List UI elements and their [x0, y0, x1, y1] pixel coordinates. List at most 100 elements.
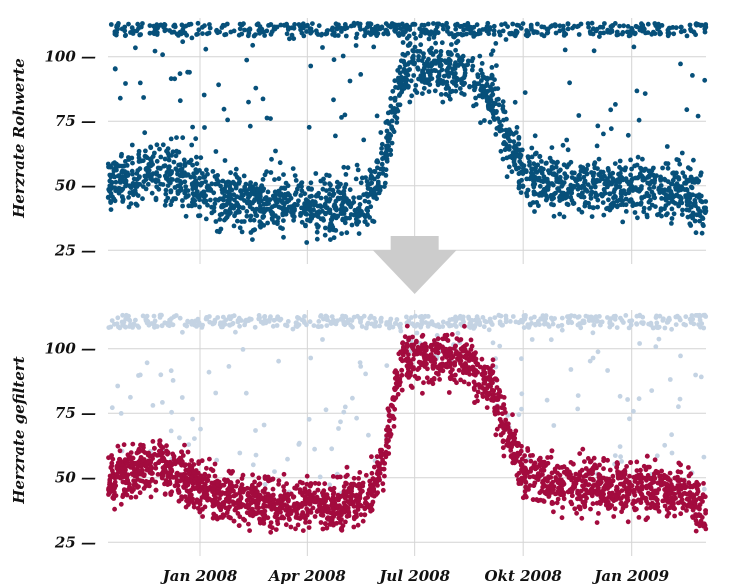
data-point [143, 148, 148, 154]
data-point [399, 89, 404, 95]
data-point [362, 198, 368, 204]
data-point [496, 102, 502, 108]
data-point [285, 183, 291, 189]
data-point [263, 201, 269, 207]
data-point [179, 30, 185, 36]
data-point [488, 52, 494, 57]
data-point [482, 318, 488, 324]
data-point [304, 322, 309, 328]
data-point [368, 176, 373, 181]
data-point [342, 112, 348, 118]
data-point [573, 471, 579, 477]
data-point [353, 35, 359, 41]
data-point [684, 508, 689, 513]
data-point [692, 198, 698, 203]
data-point [228, 170, 234, 176]
data-point [426, 36, 432, 42]
data-point [554, 160, 559, 166]
data-point [410, 56, 416, 62]
data-point [320, 337, 325, 342]
data-point [326, 173, 332, 179]
data-point [633, 23, 639, 29]
data-point [330, 474, 336, 479]
data-point [506, 164, 512, 170]
data-point [429, 45, 434, 51]
data-point [303, 23, 309, 29]
data-point [449, 70, 455, 76]
data-point [150, 403, 156, 408]
data-point [156, 186, 162, 192]
data-point [322, 232, 328, 238]
panel-raw: 25 —50 —75 —100 —Herzrate Rohwerte [10, 18, 709, 264]
data-point [393, 84, 398, 90]
data-point [416, 54, 421, 59]
data-point [522, 453, 527, 458]
data-point [119, 319, 125, 325]
data-point [398, 80, 404, 86]
data-point [437, 61, 443, 67]
data-point [135, 193, 141, 199]
data-point [267, 316, 273, 321]
data-point [680, 207, 685, 213]
data-point [275, 219, 280, 225]
data-point [453, 71, 458, 76]
data-point [150, 162, 156, 167]
data-point [206, 473, 212, 479]
data-point [387, 321, 393, 327]
data-point [604, 206, 609, 212]
y-tick-label: 25 — [54, 533, 96, 551]
data-point [401, 85, 407, 91]
data-point [165, 195, 171, 201]
data-point [600, 24, 606, 30]
data-point [316, 481, 322, 487]
data-point [480, 74, 486, 79]
data-point [284, 323, 290, 329]
data-point [473, 102, 479, 107]
data-point [112, 198, 118, 204]
data-point [120, 494, 126, 500]
data-point [439, 40, 445, 46]
data-point [209, 210, 215, 216]
data-point [662, 503, 668, 509]
data-point [241, 219, 247, 224]
data-point [284, 481, 289, 487]
data-point [479, 78, 484, 83]
data-point [331, 57, 337, 63]
data-point [168, 202, 174, 208]
data-point [545, 30, 551, 35]
data-point [345, 472, 350, 478]
data-point [324, 31, 330, 36]
data-point [253, 428, 258, 433]
data-point [504, 174, 510, 180]
data-point [618, 315, 623, 321]
data-point [231, 488, 236, 494]
data-point [416, 57, 421, 63]
data-point [576, 207, 582, 212]
data-point [484, 77, 490, 83]
data-point [182, 442, 187, 448]
data-point [555, 323, 561, 329]
data-point [614, 198, 620, 204]
data-point [462, 70, 468, 76]
data-point [689, 178, 694, 183]
data-point [194, 154, 199, 160]
data-point [217, 496, 222, 501]
data-point [625, 519, 631, 525]
data-point [640, 156, 645, 162]
data-point [237, 323, 243, 329]
data-point [550, 321, 556, 327]
data-point [316, 209, 322, 215]
data-point [503, 319, 509, 325]
data-point [665, 165, 671, 171]
data-point [131, 176, 137, 182]
data-point [370, 218, 375, 224]
data-point [474, 22, 480, 28]
data-point [511, 159, 517, 165]
data-point [179, 22, 185, 28]
data-point [243, 390, 249, 396]
data-point [576, 314, 582, 319]
data-point [252, 324, 258, 330]
data-point [602, 181, 608, 187]
data-point [163, 187, 169, 193]
data-point [323, 225, 328, 231]
